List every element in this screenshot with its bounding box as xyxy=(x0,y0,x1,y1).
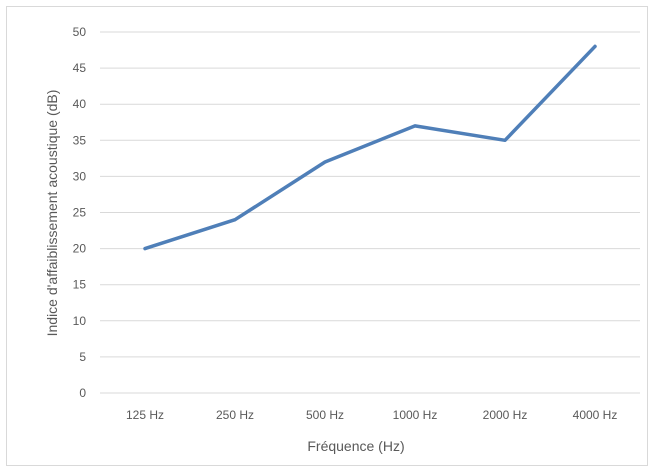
x-tick-label: 250 Hz xyxy=(216,408,254,422)
y-tick-label: 0 xyxy=(79,386,86,400)
x-axis-title: Fréquence (Hz) xyxy=(307,438,404,454)
data-point-0-3 xyxy=(413,124,417,128)
data-point-0-1 xyxy=(233,218,237,222)
series-line-0 xyxy=(143,44,597,251)
y-axis-title: Indice d'affaiblissement acoustique (dB) xyxy=(44,90,60,337)
y-tick-label: 30 xyxy=(73,169,87,183)
y-tick-label: 10 xyxy=(73,314,87,328)
data-point-0-5 xyxy=(593,44,597,48)
x-tick-label: 125 Hz xyxy=(126,408,164,422)
x-tick-label: 2000 Hz xyxy=(483,408,528,422)
series-layer xyxy=(143,44,597,251)
x-tick-labels: 125 Hz 250 Hz 500 Hz 1000 Hz 2000 Hz 4000 Hz xyxy=(126,408,617,422)
y-tick-label: 45 xyxy=(73,61,87,75)
y-tick-label: 35 xyxy=(73,133,87,147)
y-tick-label: 20 xyxy=(73,242,87,256)
data-point-0-0 xyxy=(143,247,147,251)
y-tick-label: 25 xyxy=(73,206,87,220)
y-tick-label: 5 xyxy=(79,350,86,364)
x-tick-label: 1000 Hz xyxy=(393,408,438,422)
y-tick-label: 40 xyxy=(73,97,87,111)
chart-frame xyxy=(6,6,648,466)
data-point-0-2 xyxy=(323,160,327,164)
y-tick-label: 50 xyxy=(73,25,87,39)
x-tick-label: 4000 Hz xyxy=(573,408,618,422)
data-point-0-4 xyxy=(503,138,507,142)
grid-lines xyxy=(100,31,640,394)
y-tick-labels: 0 5 10 15 20 25 30 35 40 45 50 xyxy=(73,25,87,400)
x-tick-label: 500 Hz xyxy=(306,408,344,422)
y-tick-label: 15 xyxy=(73,278,87,292)
